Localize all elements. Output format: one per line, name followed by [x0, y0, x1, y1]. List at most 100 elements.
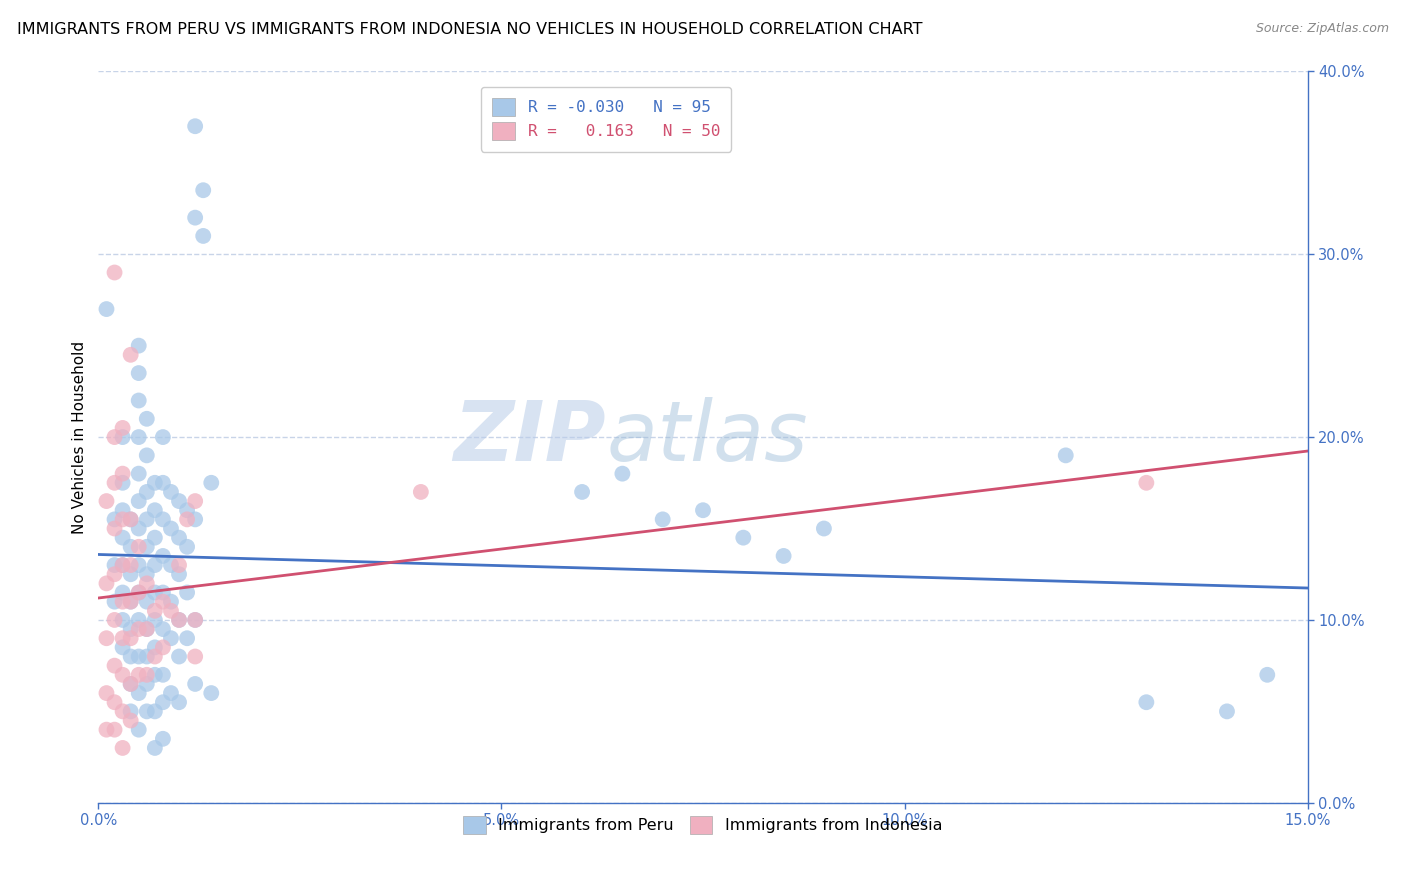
Point: [200, 475, 222, 490]
Point: [111, 467, 134, 481]
Point: [111, 594, 134, 608]
Point: [120, 567, 142, 582]
Point: [184, 211, 207, 225]
Point: [120, 348, 142, 362]
Point: [135, 540, 157, 554]
Text: Source: ZipAtlas.com: Source: ZipAtlas.com: [1256, 22, 1389, 36]
Point: [571, 485, 593, 500]
Point: [103, 521, 125, 535]
Point: [143, 640, 166, 655]
Point: [128, 667, 150, 681]
Point: [111, 558, 134, 573]
Point: [128, 540, 150, 554]
Point: [128, 585, 150, 599]
Point: [200, 686, 222, 700]
Point: [176, 503, 198, 517]
Point: [167, 494, 190, 508]
Point: [135, 512, 157, 526]
Point: [143, 503, 166, 517]
Point: [409, 485, 432, 500]
Point: [103, 558, 125, 573]
Point: [143, 604, 166, 618]
Point: [128, 613, 150, 627]
Point: [103, 723, 125, 737]
Point: [152, 549, 174, 563]
Point: [120, 512, 142, 526]
Point: [128, 393, 150, 408]
Point: [167, 613, 190, 627]
Point: [135, 705, 157, 719]
Point: [1216, 705, 1239, 719]
Point: [120, 512, 142, 526]
Point: [1054, 448, 1077, 462]
Point: [152, 475, 174, 490]
Point: [120, 622, 142, 636]
Point: [135, 412, 157, 426]
Point: [167, 695, 190, 709]
Point: [167, 613, 190, 627]
Point: [120, 705, 142, 719]
Point: [128, 622, 150, 636]
Point: [96, 686, 118, 700]
Point: [193, 183, 215, 197]
Point: [103, 695, 125, 709]
Point: [120, 558, 142, 573]
Point: [120, 594, 142, 608]
Point: [813, 521, 835, 535]
Point: [184, 677, 207, 691]
Point: [128, 467, 150, 481]
Point: [184, 512, 207, 526]
Y-axis label: No Vehicles in Household: No Vehicles in Household: [72, 341, 87, 533]
Point: [120, 540, 142, 554]
Point: [1135, 695, 1157, 709]
Point: [160, 594, 183, 608]
Point: [160, 558, 183, 573]
Point: [176, 585, 198, 599]
Point: [1135, 475, 1157, 490]
Point: [111, 705, 134, 719]
Point: [143, 613, 166, 627]
Point: [143, 558, 166, 573]
Point: [135, 622, 157, 636]
Point: [128, 649, 150, 664]
Point: [103, 594, 125, 608]
Point: [135, 567, 157, 582]
Point: [96, 576, 118, 591]
Point: [160, 485, 183, 500]
Point: [152, 512, 174, 526]
Point: [152, 640, 174, 655]
Point: [651, 512, 673, 526]
Point: [128, 338, 150, 352]
Point: [152, 430, 174, 444]
Point: [143, 531, 166, 545]
Point: [128, 585, 150, 599]
Point: [184, 613, 207, 627]
Point: [120, 632, 142, 646]
Point: [143, 667, 166, 681]
Point: [120, 677, 142, 691]
Point: [135, 594, 157, 608]
Point: [111, 531, 134, 545]
Point: [152, 594, 174, 608]
Point: [152, 585, 174, 599]
Point: [612, 467, 634, 481]
Point: [167, 531, 190, 545]
Point: [111, 421, 134, 435]
Point: [135, 622, 157, 636]
Point: [176, 512, 198, 526]
Point: [143, 705, 166, 719]
Point: [135, 667, 157, 681]
Point: [103, 658, 125, 673]
Point: [128, 686, 150, 700]
Point: [176, 540, 198, 554]
Point: [152, 731, 174, 746]
Point: [152, 622, 174, 636]
Point: [167, 567, 190, 582]
Point: [111, 475, 134, 490]
Point: [733, 531, 755, 545]
Text: ZIP: ZIP: [454, 397, 606, 477]
Point: [96, 301, 118, 317]
Point: [160, 604, 183, 618]
Point: [96, 632, 118, 646]
Point: [135, 485, 157, 500]
